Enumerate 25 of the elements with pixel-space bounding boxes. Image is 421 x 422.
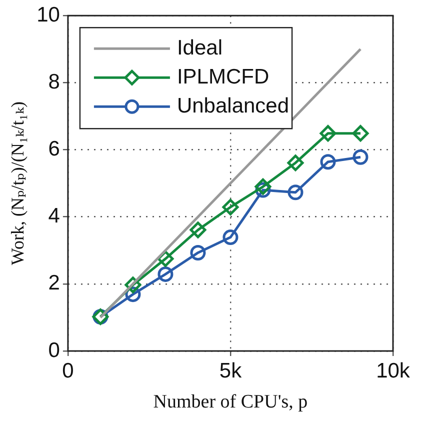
y-tick-label: 10 [36,3,60,26]
legend-label: Ideal [176,36,223,60]
point [190,222,206,238]
point [190,244,206,260]
point [352,125,369,142]
legend-label: IPLMCFD [176,65,270,88]
y-axis-title: Work, (Nₚ/tₚ)/(N₁ₖ/t₁ₖ) [8,101,28,266]
y-tick-label: 6 [48,138,60,161]
x-axis-title: Number of CPU's, p [153,392,308,413]
y-tick-label: 0 [48,338,60,362]
y-tick-label: 8 [48,70,60,94]
point [254,178,272,195]
point [288,184,304,200]
x-tick-label: 10k [376,359,410,382]
point [320,125,336,142]
point [222,230,238,246]
point [320,154,336,170]
point [158,266,174,282]
y-tick-label: 2 [48,272,60,295]
point [287,154,304,172]
legend-label: Unbalanced [176,94,290,118]
x-tick-label: 5k [219,359,242,382]
point [352,149,368,165]
point [222,198,239,216]
y-tick-label: 4 [48,204,60,228]
